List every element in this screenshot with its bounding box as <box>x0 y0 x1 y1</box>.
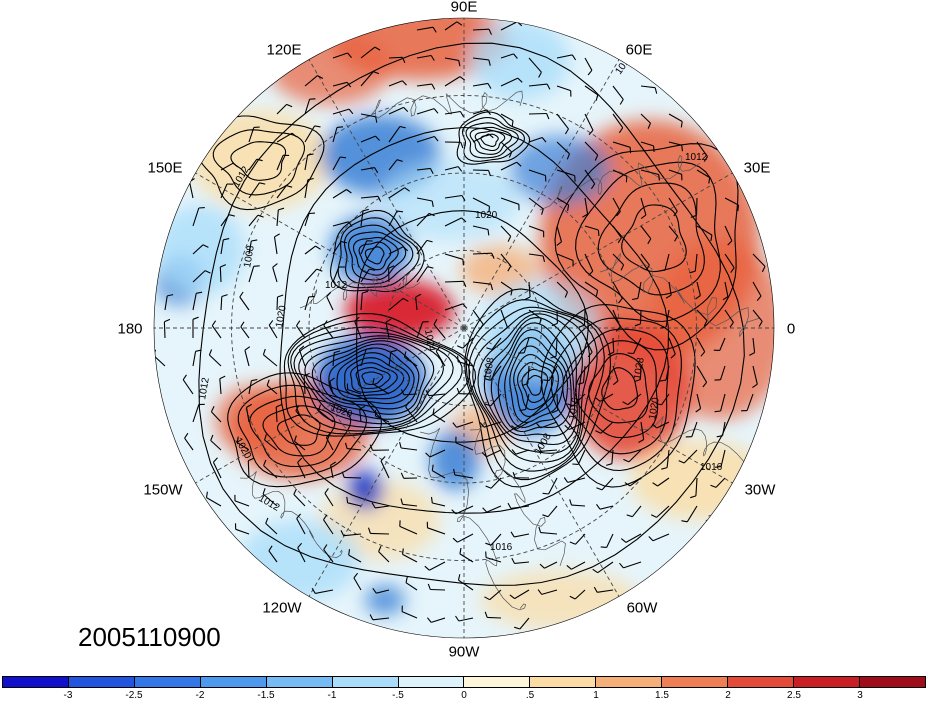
longitude-label-60e: 60E <box>626 42 653 59</box>
wind-barb-shaft <box>220 267 221 282</box>
colorbar-tick-label: 1.5 <box>655 690 669 701</box>
colorbar-segment <box>464 677 530 687</box>
wind-barb-shaft <box>641 310 642 324</box>
wind-barb-shaft <box>344 477 361 478</box>
wind-barb-shaft <box>585 310 586 325</box>
wind-barb-flag <box>309 296 315 297</box>
colorbar-segment <box>728 677 794 687</box>
wind-barb-shaft <box>529 114 547 115</box>
isobar-label: 1020 <box>475 210 498 221</box>
anomaly-region <box>155 205 245 295</box>
colorbar-tick-label: .5 <box>526 690 534 701</box>
colorbar-tick-label: -1 <box>328 690 337 701</box>
wind-barb-shaft <box>613 338 614 352</box>
wind-barb-flag <box>458 356 459 362</box>
wind-barb-shaft <box>370 533 389 534</box>
colorbar-tick-label: -.5 <box>392 690 404 701</box>
anomaly-region <box>630 440 770 520</box>
colorbar-segment <box>860 677 925 687</box>
longitude-label-150e: 150E <box>147 160 182 177</box>
longitude-label-30w: 30W <box>745 482 776 499</box>
anomaly-region <box>215 385 295 455</box>
wind-barb-flag <box>659 175 660 181</box>
colorbar-segment <box>596 677 662 687</box>
isobar-label: 1012 <box>685 152 708 163</box>
wind-barb-flag <box>654 146 655 152</box>
wind-barb-flag <box>337 127 343 128</box>
wind-barb-flag <box>598 230 599 236</box>
wind-barb-flag <box>738 205 739 211</box>
wind-barb-flag <box>715 411 721 412</box>
longitude-label-60w: 60W <box>627 600 658 617</box>
longitude-label-180: 180 <box>117 321 142 338</box>
colorbar-tick-label: -3 <box>64 690 73 701</box>
longitude-label-0: 0 <box>787 321 795 338</box>
timestamp-label: 2005110900 <box>78 622 221 653</box>
anomaly-region <box>470 20 570 100</box>
wind-barb-shaft <box>164 322 165 338</box>
wind-barb-shaft <box>389 57 402 58</box>
colorbar-tick-label: -1.5 <box>257 690 274 701</box>
colorbar-tick-label: -2 <box>196 690 205 701</box>
colorbar-segment <box>794 677 860 687</box>
isobar-label: 1012 <box>325 280 348 291</box>
anomaly-region <box>480 570 640 630</box>
longitude-label-120w: 120W <box>262 600 301 617</box>
colorbar-tick-label: 1 <box>593 690 599 701</box>
colorbar-segment <box>662 677 728 687</box>
colorbar-segment <box>3 677 69 687</box>
anomaly-region <box>365 585 405 615</box>
wind-barb-shaft <box>445 281 464 282</box>
colorbar-segment <box>333 677 399 687</box>
colorbar-tick-labels: -3 -2.5 -2 -1.5 -1 -.5 0 .5 1 1.5 2 2.5 3 <box>2 690 926 702</box>
colorbar-tick-label: 2.5 <box>787 690 801 701</box>
longitude-label-150w: 150W <box>143 482 182 499</box>
wind-barb-shaft <box>487 617 501 618</box>
wind-barb-flag <box>254 266 260 267</box>
longitude-label-90e: 90E <box>451 0 478 16</box>
colorbar-tick-label: 2 <box>725 690 731 701</box>
colorbar-segment <box>267 677 333 687</box>
wind-barb-flag <box>628 353 634 354</box>
wind-barb-flag <box>463 259 464 265</box>
colorbar <box>2 676 926 688</box>
colorbar-tick-label: 0 <box>461 690 467 701</box>
colorbar-segment <box>530 677 596 687</box>
colorbar-tick-label: -2.5 <box>125 690 142 701</box>
longitude-label-90w: 90W <box>449 644 480 661</box>
wind-barb-shaft <box>697 198 698 215</box>
longitude-label-120e: 120E <box>266 42 301 59</box>
wind-barb-flag <box>543 380 549 381</box>
colorbar-segment <box>399 677 465 687</box>
colorbar-segment <box>135 677 201 687</box>
colorbar-segment <box>69 677 135 687</box>
wind-barb-flag <box>403 549 404 555</box>
longitude-label-30e: 30E <box>744 160 771 177</box>
wind-barb-flag <box>601 547 607 548</box>
isobar-label: 1016 <box>490 542 513 553</box>
wind-barb-flag <box>543 493 549 494</box>
wind-barb-shaft <box>430 590 445 591</box>
wind-barb-shaft <box>248 461 249 478</box>
colorbar-segment <box>201 677 267 687</box>
isobar-label: 1012 <box>704 513 729 534</box>
colorbar-tick-label: 3 <box>857 690 863 701</box>
wind-barb-shaft <box>557 394 558 410</box>
wind-barb-flag <box>397 211 403 212</box>
isobar-label: 1016 <box>700 462 723 473</box>
